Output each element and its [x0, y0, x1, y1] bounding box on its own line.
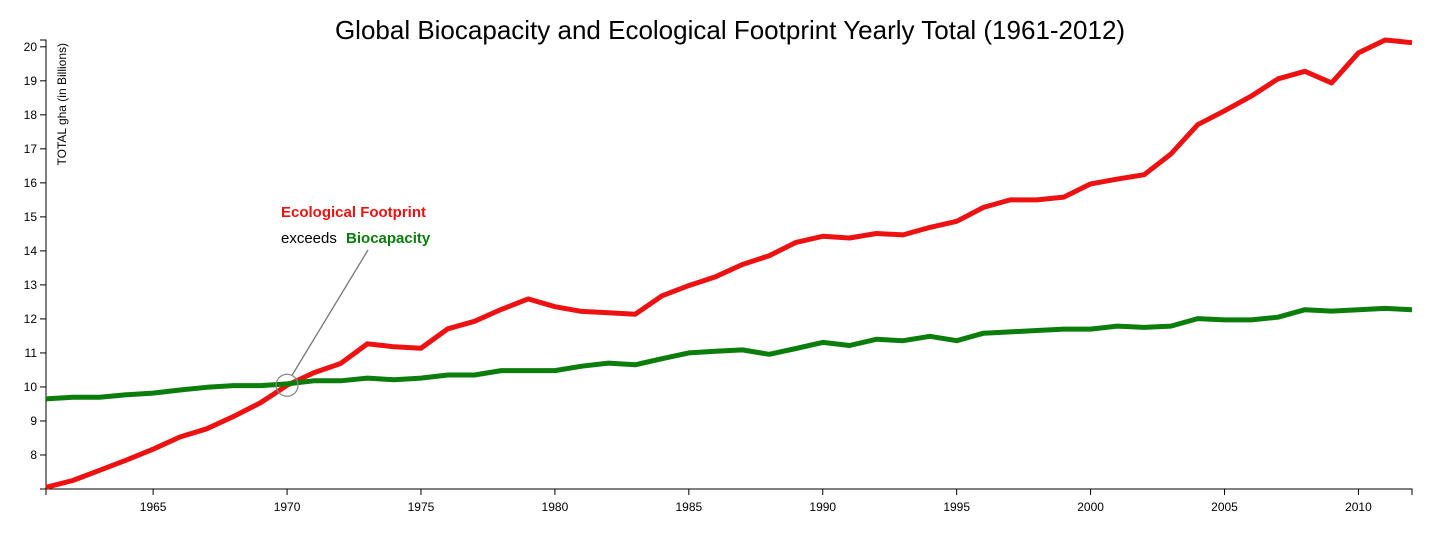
y-tick: 9: [30, 414, 46, 428]
y-tick: 11: [25, 346, 46, 360]
annotation-line2-highlight: Biocapacity: [346, 230, 431, 247]
y-tick: 13: [24, 278, 46, 292]
y-axis-line: [40, 39, 47, 490]
annotation-line2-prefix: exceeds: [281, 230, 337, 247]
x-tick: 2000: [1077, 489, 1104, 514]
y-tick: 18: [24, 108, 46, 122]
x-axis-line: [45, 488, 1413, 495]
y-tick-label: 18: [24, 108, 38, 122]
x-tick: 2010: [1345, 489, 1372, 514]
annotation-line1: Ecological Footprint: [281, 204, 426, 221]
y-tick-label: 13: [24, 278, 38, 292]
y-tick: 17: [24, 142, 46, 156]
x-axis: 1965 1970 1975 1980 1985 1990 1995 2000 2005 2010: [45, 488, 1413, 514]
x-tick: 1995: [943, 489, 970, 514]
x-tick: 1985: [675, 489, 702, 514]
y-tick: 14: [24, 244, 46, 258]
series-line-ecological-footprint: [45, 37, 1413, 490]
x-tick: 1975: [408, 489, 435, 514]
annotation-line2: exceeds Biocapacity: [281, 230, 431, 247]
x-tick-label: 1995: [943, 500, 970, 514]
x-tick-label: 1970: [274, 500, 301, 514]
y-tick: 8: [30, 448, 46, 462]
y-tick-label: 20: [24, 40, 38, 54]
x-tick: 2005: [1211, 489, 1238, 514]
y-tick: 20: [24, 40, 46, 54]
x-tick-label: 1985: [675, 500, 702, 514]
y-tick: 16: [24, 176, 46, 190]
x-tick: 1965: [140, 489, 167, 514]
annotation: Ecological Footprint exceeds Biocapacity: [275, 204, 431, 397]
y-tick-label: 16: [24, 176, 38, 190]
y-tick-label: 14: [24, 244, 38, 258]
y-axis: 8 9 10 11 12 13 14 15 16 17 18 19 20: [24, 39, 47, 490]
series-line-biocapacity: [45, 305, 1413, 402]
x-tick-label: 2000: [1077, 500, 1104, 514]
chart-title: Global Biocapacity and Ecological Footpr…: [335, 15, 1125, 45]
annotation-circle: [275, 373, 299, 397]
y-tick-label: 15: [24, 210, 38, 224]
x-tick-label: 1975: [408, 500, 435, 514]
y-tick-label: 10: [24, 380, 38, 394]
y-axis-label: TOTAL gha (in Billions): [55, 43, 69, 166]
y-tick-label: 8: [30, 448, 37, 462]
y-tick: 15: [24, 210, 46, 224]
series-layer: [45, 37, 1413, 490]
x-tick-label: 1990: [809, 500, 836, 514]
y-tick-label: 17: [24, 142, 38, 156]
y-tick-label: 9: [30, 414, 37, 428]
x-tick-label: 1965: [140, 500, 167, 514]
y-tick-label: 11: [25, 346, 38, 360]
x-tick-label: 2005: [1211, 500, 1238, 514]
y-tick-label: 12: [24, 312, 38, 326]
y-tick-label: 19: [24, 74, 38, 88]
y-tick: 12: [24, 312, 46, 326]
x-tick-label: 1980: [542, 500, 569, 514]
x-tick: 1970: [274, 489, 301, 514]
x-tick: 1980: [542, 489, 569, 514]
annotation-leader-line: [291, 249, 369, 376]
x-tick-label: 2010: [1345, 500, 1372, 514]
y-tick: 19: [24, 74, 46, 88]
y-tick: 10: [24, 380, 46, 394]
x-tick: 1990: [809, 489, 836, 514]
